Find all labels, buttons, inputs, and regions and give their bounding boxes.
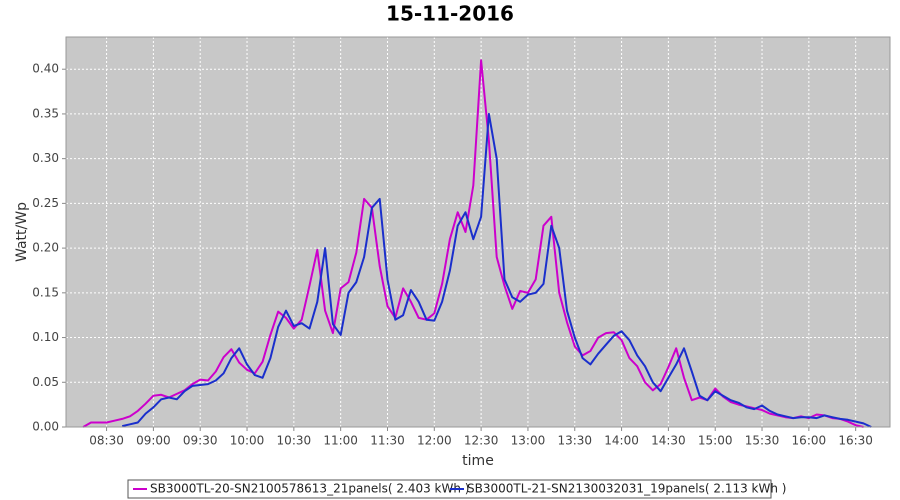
x-tick-label: 14:30 — [651, 434, 686, 448]
x-tick-label: 15:30 — [745, 434, 780, 448]
series-line — [121, 112, 872, 428]
x-tick-label: 10:30 — [277, 434, 312, 448]
y-tick-label: 0.00 — [32, 420, 59, 434]
x-tick-label: 12:00 — [417, 434, 452, 448]
x-tick-label: 08:30 — [89, 434, 124, 448]
y-axis-label: Watt/Wp — [14, 202, 30, 262]
x-tick-label: 13:00 — [511, 434, 546, 448]
y-tick-label: 0.30 — [32, 151, 59, 165]
y-tick-label: 0.20 — [32, 241, 59, 255]
x-tick-label: 16:00 — [792, 434, 827, 448]
plot-border — [65, 36, 891, 428]
series-line — [82, 59, 864, 428]
legend-label: SB3000TL-20-SN2100578613_21panels( 2.403… — [150, 482, 469, 496]
x-tick-label: 10:00 — [230, 434, 265, 448]
x-tick-label: 11:30 — [370, 434, 405, 448]
x-tick-label: 09:00 — [136, 434, 171, 448]
x-tick-label: 14:00 — [604, 434, 639, 448]
y-tick-label: 0.35 — [32, 106, 59, 120]
x-tick-label: 12:30 — [464, 434, 499, 448]
legend-label: SB3000TL-21-SN2130032031_19panels( 2.113… — [467, 482, 786, 496]
x-tick-label: 16:30 — [838, 434, 873, 448]
x-tick-label: 09:30 — [183, 434, 218, 448]
chart-title: 15-11-2016 — [386, 2, 514, 26]
x-tick-label: 13:30 — [557, 434, 592, 448]
legend — [127, 479, 772, 499]
y-tick-label: 0.40 — [32, 62, 59, 76]
x-tick-label: 11:00 — [323, 434, 358, 448]
y-tick-label: 0.10 — [32, 330, 59, 344]
y-tick-label: 0.25 — [32, 196, 59, 210]
x-tick-label: 15:00 — [698, 434, 733, 448]
y-tick-label: 0.15 — [32, 285, 59, 299]
x-axis-label: time — [462, 453, 494, 469]
y-tick-label: 0.05 — [32, 375, 59, 389]
